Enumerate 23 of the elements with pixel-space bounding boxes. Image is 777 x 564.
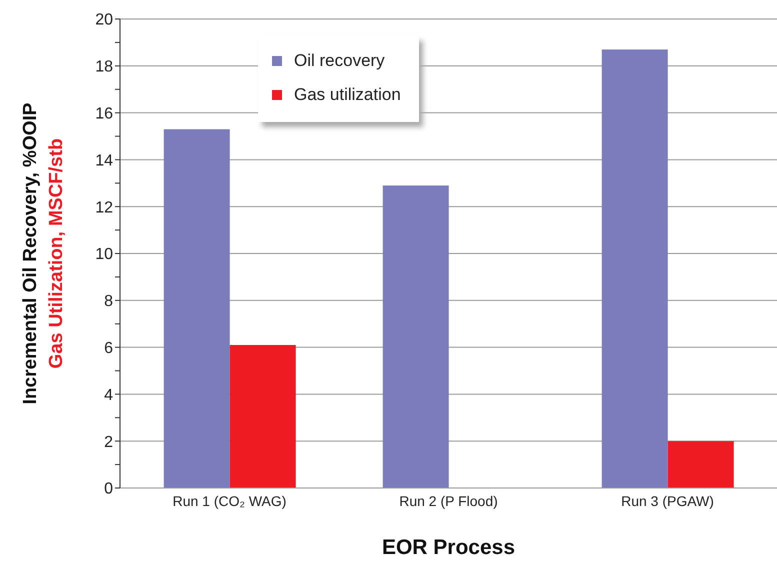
x-tick-label: Run 1 (CO₂ WAG) — [172, 492, 286, 509]
legend-label: Gas utilization — [294, 84, 401, 106]
y-tick-label: 14 — [95, 152, 114, 170]
bar — [602, 49, 668, 488]
y-tick-label: 12 — [95, 199, 114, 216]
bar — [668, 441, 734, 488]
bar — [230, 344, 296, 488]
y-tick-label: 16 — [95, 105, 114, 122]
x-axis-title: EOR Process — [382, 536, 516, 559]
y-tick-label: 8 — [104, 293, 114, 310]
y-tick-label: 20 — [95, 12, 114, 29]
y-tick-label: 2 — [104, 434, 114, 451]
legend-label: Oil recovery — [294, 50, 385, 72]
y-tick-label: 6 — [104, 340, 114, 357]
y-tick-label: 18 — [95, 58, 114, 76]
bar — [382, 185, 449, 488]
x-tick-label: Run 2 (P Flood) — [399, 492, 498, 509]
x-tick-label: Run 3 (PGAW) — [621, 492, 714, 509]
y-tick-label: 0 — [104, 480, 114, 498]
bar — [164, 129, 230, 488]
y-axis-title: Incremental Oil Recovery, %OOIP Gas Utilization, MSCF/stb — [20, 102, 67, 404]
y-tick-label: 4 — [104, 386, 114, 404]
y-tick-label: 10 — [95, 246, 114, 264]
